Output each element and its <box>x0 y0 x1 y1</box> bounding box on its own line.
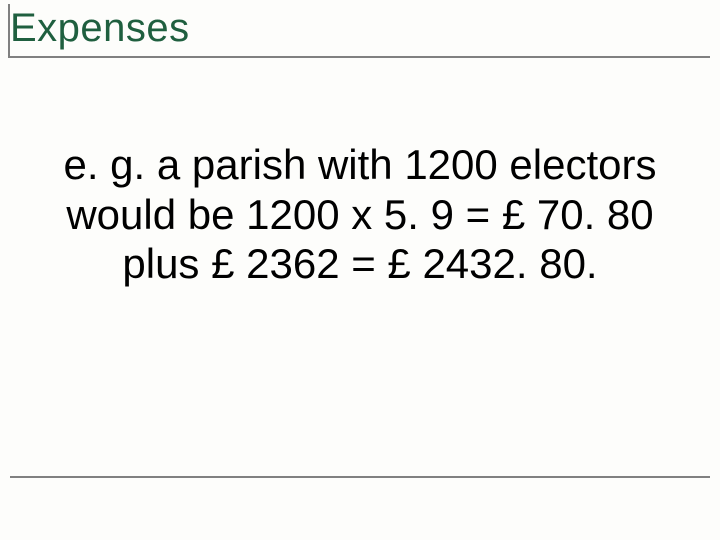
slide-title: Expenses <box>10 6 710 51</box>
slide-body: e. g. a parish with 1200 electors would … <box>20 140 700 289</box>
body-line-2: would be 1200 x 5. 9 = £ 70. 80 <box>20 190 700 240</box>
slide: Expenses e. g. a parish with 1200 electo… <box>0 0 720 540</box>
title-region: Expenses <box>8 6 710 57</box>
body-line-1: e. g. a parish with 1200 electors <box>20 140 700 190</box>
body-line-3: plus £ 2362 = £ 2432. 80. <box>20 239 700 289</box>
footer-rule <box>10 476 710 478</box>
title-underline <box>8 56 710 58</box>
